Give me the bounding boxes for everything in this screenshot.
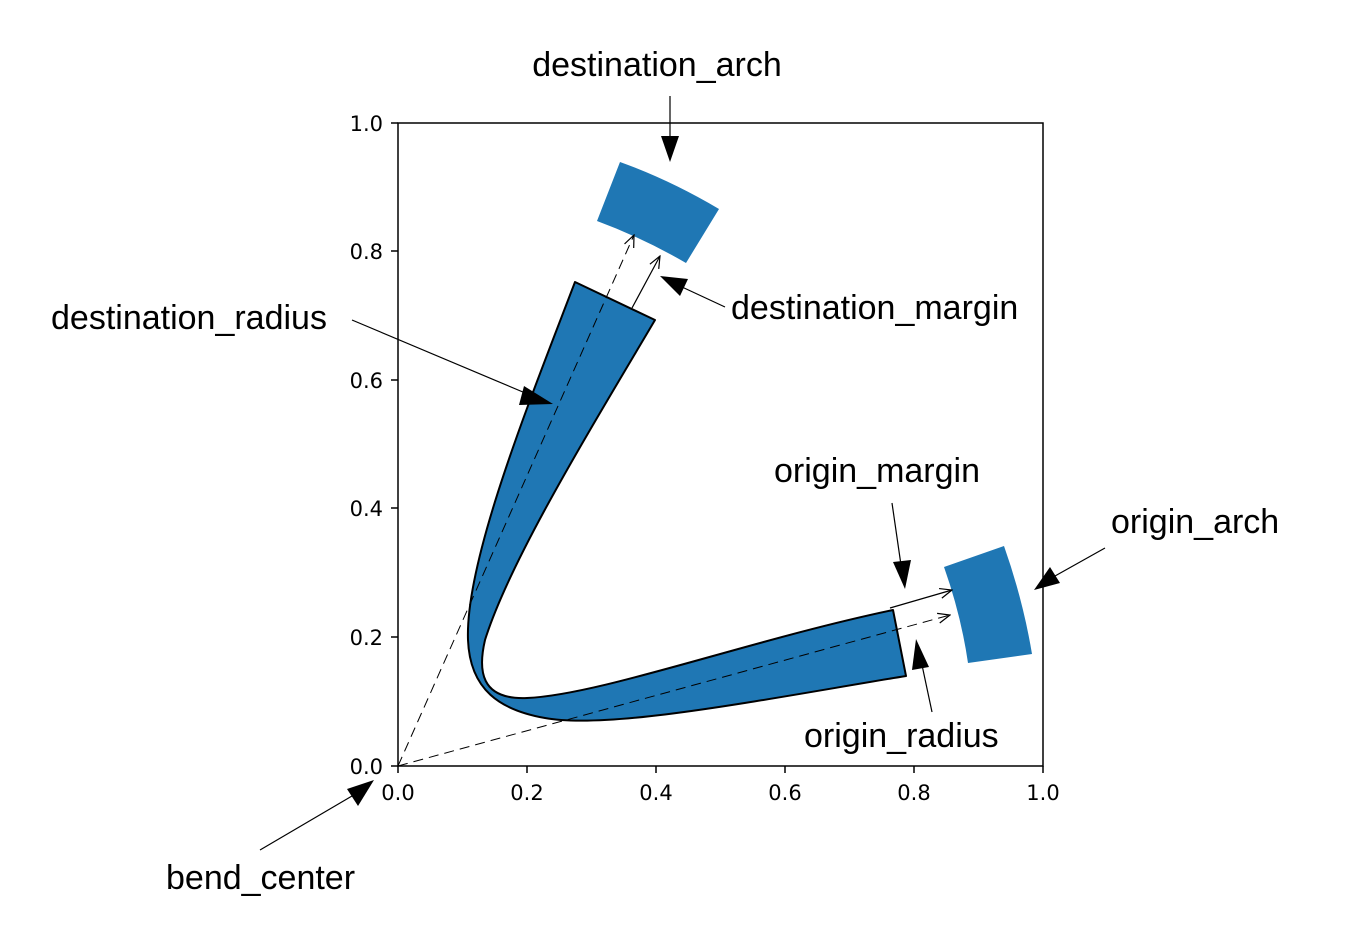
x-tick-label: 0.4 bbox=[639, 781, 672, 805]
origin-arch-label: origin_arch bbox=[1111, 503, 1279, 541]
x-tick-label: 1.0 bbox=[1026, 781, 1059, 805]
plot-frame bbox=[397, 122, 1044, 767]
destination-margin-label: destination_margin bbox=[731, 289, 1018, 327]
y-tick-label: 0.2 bbox=[350, 626, 383, 650]
origin-radius-label: origin_radius bbox=[804, 717, 999, 755]
y-tick-label: 1.0 bbox=[350, 112, 383, 136]
x-tick-label: 0.2 bbox=[510, 781, 543, 805]
origin-radius-pointer bbox=[912, 639, 933, 713]
destination-margin-line bbox=[631, 256, 660, 309]
destination-radius-pointer bbox=[351, 319, 553, 405]
origin-margin-pointer bbox=[891, 502, 911, 589]
bend-tube-shape bbox=[466, 281, 907, 722]
destination-margin-pointer bbox=[660, 276, 726, 308]
origin-margin-line bbox=[889, 590, 952, 609]
x-axis: 0.0 0.2 0.4 0.6 0.8 1.0 bbox=[381, 766, 1060, 805]
y-tick-label: 0.8 bbox=[350, 240, 383, 264]
y-tick-label: 0.6 bbox=[350, 369, 383, 393]
y-axis: 0.0 0.2 0.4 0.6 0.8 1.0 bbox=[350, 112, 398, 779]
destination-arch-shape bbox=[597, 162, 719, 263]
y-tick-label: 0.0 bbox=[350, 755, 383, 779]
origin-arch-pointer bbox=[1034, 547, 1106, 590]
destination-center-line bbox=[397, 235, 634, 767]
origin-arch-shape bbox=[944, 546, 1032, 663]
destination-arch-pointer bbox=[661, 96, 679, 162]
origin-margin-label: origin_margin bbox=[774, 452, 980, 490]
destination-arch-label: destination_arch bbox=[532, 46, 782, 84]
x-tick-label: 0.8 bbox=[897, 781, 930, 805]
x-tick-label: 0.6 bbox=[768, 781, 801, 805]
destination-radius-label: destination_radius bbox=[51, 299, 327, 337]
x-tick-label: 0.0 bbox=[381, 781, 414, 805]
bend-center-pointer bbox=[259, 780, 374, 851]
bend-center-label: bend_center bbox=[166, 859, 355, 897]
y-tick-label: 0.4 bbox=[350, 497, 383, 521]
